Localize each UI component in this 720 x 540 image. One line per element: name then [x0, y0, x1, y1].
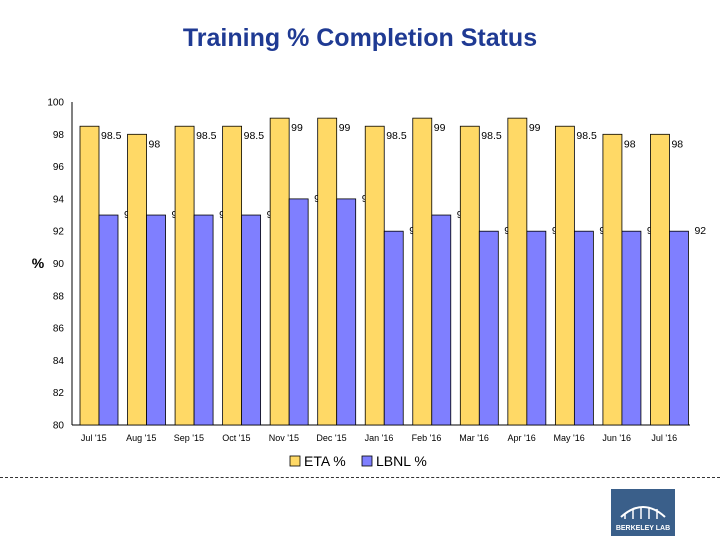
bar-eta	[174, 125, 195, 426]
bar-lbnl	[146, 214, 166, 426]
y-tick-label: 96	[53, 162, 65, 173]
x-tick-label: Apr '16	[507, 433, 535, 443]
y-tick-label: 94	[53, 194, 65, 205]
data-label: 99	[339, 122, 351, 134]
data-label: 98.5	[101, 130, 122, 142]
chart-title: Training % Completion Status	[182, 24, 538, 52]
bar-lbnl	[478, 230, 499, 426]
bar-eta	[269, 117, 290, 426]
bar-eta	[507, 117, 528, 426]
data-label: 99	[291, 122, 303, 134]
y-tick-label: 84	[53, 356, 65, 367]
y-tick-label: 90	[53, 259, 65, 270]
bar-lbnl	[669, 230, 689, 426]
chart-bars: 98.593989398.59398.5939994999498.5929993…	[79, 117, 706, 426]
bar-eta	[222, 125, 243, 426]
bar-lbnl	[193, 214, 214, 426]
legend-label-lbnl: LBNL %	[376, 453, 427, 469]
x-tick-label: Sep '15	[174, 433, 204, 443]
x-tick-label: Jan '16	[365, 433, 394, 443]
y-tick-label: 92	[53, 227, 65, 238]
data-label: 98	[624, 138, 636, 150]
legend-swatch-eta	[289, 455, 301, 467]
logo-text: BERKELEY LAB	[615, 525, 671, 532]
y-tick-label: 82	[53, 388, 65, 399]
bar-lbnl	[98, 214, 119, 426]
bar-eta	[602, 133, 623, 426]
data-label: 99	[434, 122, 446, 134]
y-axis-label: %	[32, 255, 45, 271]
bar-lbnl	[288, 198, 309, 426]
data-label: 92	[694, 225, 706, 237]
x-tick-label: Nov '15	[269, 433, 299, 443]
bar-eta	[650, 133, 670, 426]
bar-lbnl	[621, 230, 642, 426]
bar-eta	[459, 125, 480, 426]
x-tick-label: Jul '16	[651, 433, 677, 443]
bar-chart: 80 82 84 86 88 90 92 94 96 98 100% Jul '15 Aug '15 Se…	[32, 98, 707, 470]
x-tick-label: Jun '16	[602, 433, 631, 443]
berkeley-lab-logo: BERKELEY LAB	[611, 489, 675, 536]
x-tick-label: Dec '15	[316, 433, 346, 443]
bar-lbnl	[241, 214, 262, 426]
y-tick-label: 80	[53, 421, 65, 432]
x-tick-label: May '16	[554, 433, 585, 443]
x-tick-label: Feb '16	[412, 433, 442, 443]
bar-eta	[127, 133, 147, 426]
bar-eta	[79, 125, 100, 426]
x-tick-label: Mar '16	[459, 433, 489, 443]
data-label: 98.5	[481, 130, 502, 142]
data-label: 98.5	[386, 130, 407, 142]
bar-lbnl	[526, 230, 547, 426]
bar-lbnl	[336, 198, 357, 426]
data-label: 98	[671, 138, 683, 150]
bar-lbnl	[573, 230, 594, 426]
lab-building-icon	[620, 506, 666, 519]
legend-label-eta: ETA %	[304, 453, 346, 469]
y-tick-label: 98	[53, 130, 65, 141]
bar-lbnl	[431, 214, 452, 426]
legend-swatch-lbnl	[361, 455, 373, 467]
bar-eta	[412, 117, 433, 426]
x-tick-label: Jul '15	[81, 433, 107, 443]
y-tick-label: 100	[47, 98, 64, 109]
bar-eta	[317, 117, 338, 426]
data-label: 98.5	[196, 130, 217, 142]
x-tick-label: Oct '15	[222, 433, 250, 443]
data-label: 99	[529, 122, 541, 134]
chart-legend: ETA % LBNL %	[289, 453, 427, 469]
data-label: 98.5	[576, 130, 597, 142]
bar-eta	[554, 125, 575, 426]
y-tick-label: 86	[53, 324, 65, 335]
data-label: 98	[149, 138, 161, 150]
footer-divider	[0, 477, 720, 478]
bar-lbnl	[383, 230, 404, 426]
y-tick-label: 88	[53, 291, 65, 302]
bar-eta	[364, 125, 385, 426]
x-tick-label: Aug '15	[126, 433, 156, 443]
data-label: 98.5	[244, 130, 265, 142]
